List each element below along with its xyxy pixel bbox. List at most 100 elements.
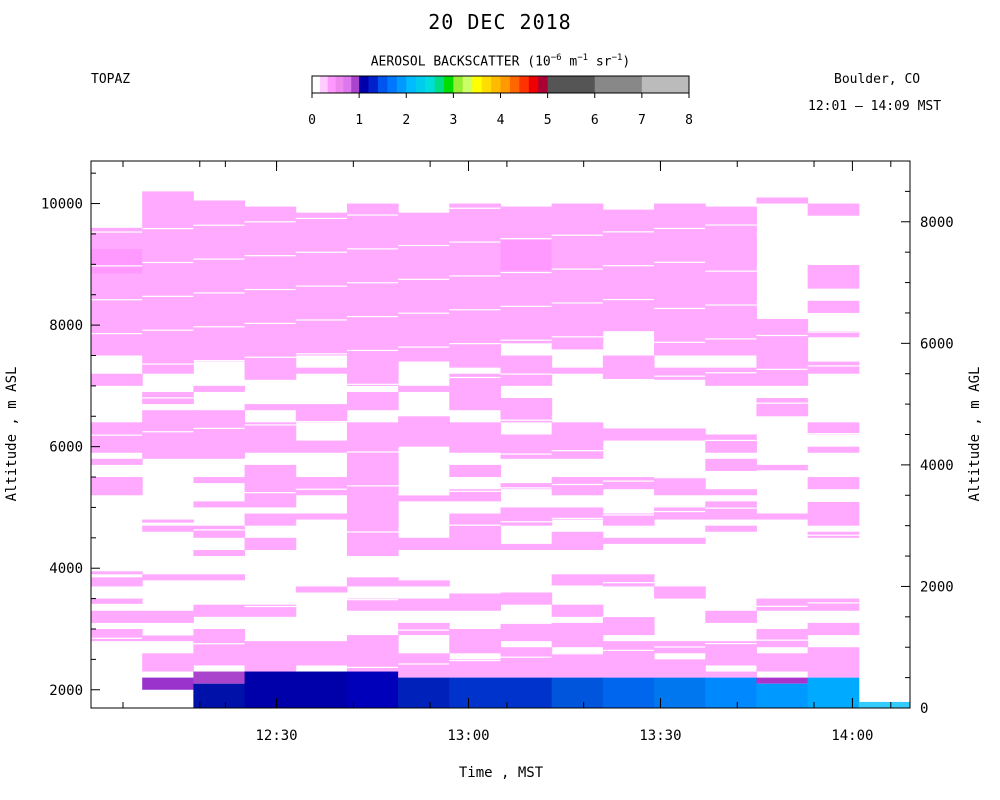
band-gap	[91, 637, 143, 639]
band-gap	[705, 405, 757, 408]
band-gap	[91, 603, 143, 606]
band-gap	[756, 470, 809, 472]
band-gap	[756, 267, 809, 269]
y-right-tick-label: 4000	[920, 458, 954, 474]
band-gap	[500, 656, 553, 658]
band-gap	[193, 393, 246, 396]
band-gap	[705, 609, 757, 611]
backscatter-band	[705, 641, 757, 666]
backscatter-band	[449, 203, 501, 368]
chart-title: 20 DEC 2018	[428, 10, 572, 34]
band-gap	[295, 488, 348, 490]
backscatter-band	[295, 586, 348, 593]
band-gap	[295, 602, 348, 604]
band-gap	[807, 263, 860, 265]
band-gap	[142, 498, 194, 501]
backscatter-band	[756, 513, 809, 520]
band-gap	[346, 451, 399, 453]
backscatter-band	[346, 598, 399, 611]
profile-column	[858, 701, 911, 708]
backscatter-band	[551, 604, 604, 617]
band-gap	[654, 477, 706, 479]
backscatter-band	[398, 622, 450, 636]
band-gap	[602, 514, 655, 516]
band-gap	[295, 285, 348, 287]
band-gap	[449, 524, 501, 526]
band-gap	[807, 602, 860, 604]
backscatter-band	[551, 653, 604, 678]
backscatter-band	[807, 598, 860, 611]
colorbar-title-exp1: −6	[550, 53, 562, 63]
colorbar-title-prefix: AEROSOL BACKSCATTER (10	[370, 54, 551, 70]
backscatter-band	[705, 610, 757, 623]
band-gap	[551, 336, 604, 338]
site-label: TOPAZ	[91, 72, 131, 87]
band-gap	[500, 339, 553, 341]
backscatter-band	[756, 197, 809, 204]
backscatter-band	[500, 355, 553, 386]
band-gap	[449, 241, 501, 243]
band-gap	[602, 412, 655, 415]
band-gap	[705, 507, 757, 509]
band-gap	[807, 500, 860, 502]
band-gap	[346, 383, 399, 385]
backscatter-band	[551, 531, 604, 550]
profile-column	[193, 200, 246, 708]
band-gap	[193, 563, 246, 565]
backscatter-band	[705, 525, 757, 532]
backscatter-band	[551, 422, 604, 459]
backscatter-band	[756, 398, 809, 417]
backscatter-band	[193, 385, 246, 392]
backscatter-band	[244, 604, 297, 617]
band-gap	[654, 578, 706, 580]
backscatter-band	[654, 537, 706, 544]
location-label: Boulder, CO	[834, 72, 921, 87]
backscatter-band	[398, 598, 450, 611]
backscatter-band	[91, 628, 143, 642]
band-gap	[602, 582, 655, 584]
band-gap	[705, 270, 757, 272]
band-gap	[602, 548, 655, 550]
colorbar-title-unit-sr: sr	[588, 54, 612, 70]
band-gap	[602, 298, 655, 301]
x-tick-label: 14:00	[831, 728, 873, 744]
band-gap	[449, 376, 501, 379]
band-gap	[807, 365, 860, 367]
backscatter-band	[654, 477, 706, 496]
band-gap	[142, 261, 194, 264]
backscatter-band	[193, 683, 246, 708]
backscatter-band	[602, 616, 655, 636]
backscatter-band	[602, 513, 655, 526]
x-axis-label: Time , MST	[459, 765, 544, 781]
y-left-tick-label: 4000	[49, 561, 83, 577]
band-gap	[346, 214, 399, 216]
band-gap	[551, 416, 604, 418]
band-gap	[705, 642, 757, 645]
backscatter-band	[705, 677, 757, 708]
band-gap	[756, 639, 809, 641]
band-gap	[91, 502, 143, 504]
band-gap	[398, 312, 450, 314]
band-gap	[398, 527, 450, 530]
band-gap	[244, 639, 297, 641]
backscatter-band	[91, 249, 143, 274]
band-gap	[654, 443, 706, 445]
band-gap	[295, 251, 348, 253]
band-gap	[193, 529, 246, 531]
band-gap	[295, 568, 348, 570]
band-gap	[193, 292, 246, 294]
y-right-tick-label: 2000	[920, 579, 954, 595]
backscatter-band	[142, 519, 194, 523]
backscatter-band	[449, 489, 501, 502]
profile-column	[602, 209, 655, 708]
backscatter-band	[91, 373, 143, 386]
backscatter-band	[654, 659, 706, 678]
band-gap	[398, 629, 450, 631]
y-right-tick-label: 0	[920, 701, 928, 717]
backscatter-band	[807, 501, 860, 526]
band-gap	[654, 307, 706, 310]
band-gap	[193, 461, 246, 463]
band-gap	[807, 636, 860, 638]
band-gap	[500, 271, 553, 274]
band-gap	[705, 473, 757, 475]
